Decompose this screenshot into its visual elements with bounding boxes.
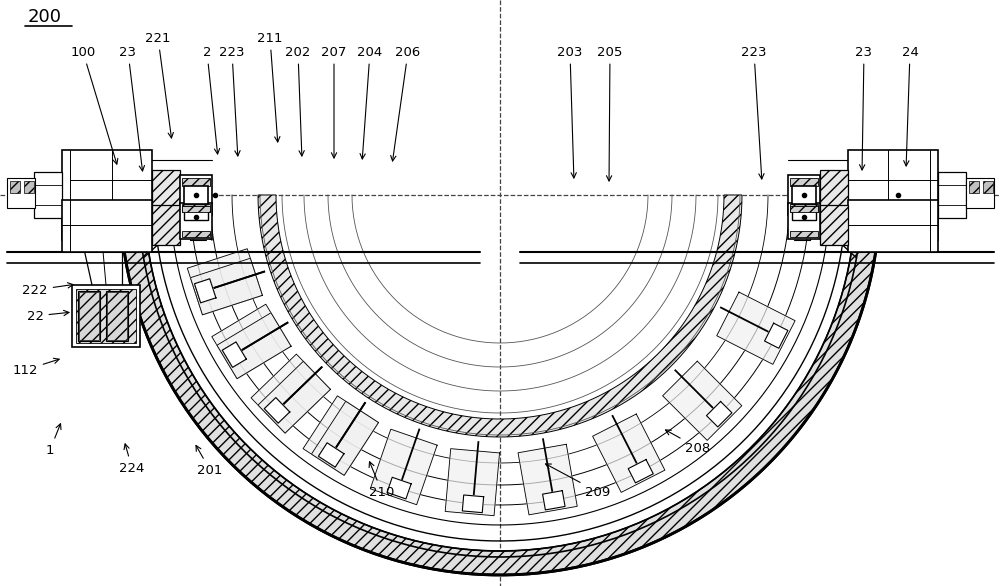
- Polygon shape: [251, 354, 330, 433]
- Polygon shape: [303, 396, 378, 475]
- Text: 100: 100: [70, 46, 118, 164]
- Bar: [184, 186, 208, 204]
- Polygon shape: [706, 401, 732, 427]
- Bar: [790, 178, 818, 186]
- Bar: [78, 291, 100, 341]
- Bar: [180, 203, 212, 239]
- Text: 208: 208: [666, 430, 711, 455]
- Polygon shape: [187, 248, 262, 315]
- Bar: [182, 178, 210, 186]
- Bar: [76, 289, 136, 343]
- Text: 22: 22: [26, 309, 69, 322]
- Polygon shape: [258, 362, 330, 433]
- Polygon shape: [194, 279, 216, 303]
- Bar: [792, 186, 816, 204]
- Text: 205: 205: [597, 46, 623, 181]
- Text: 1: 1: [46, 424, 61, 456]
- Bar: [180, 175, 212, 215]
- Text: 224: 224: [119, 444, 145, 475]
- Bar: [62, 200, 152, 252]
- Text: 221: 221: [145, 32, 173, 138]
- Bar: [790, 231, 818, 237]
- Text: 211: 211: [257, 32, 283, 142]
- Bar: [792, 206, 816, 220]
- Polygon shape: [190, 258, 262, 315]
- Bar: [848, 200, 938, 252]
- Polygon shape: [222, 342, 246, 367]
- Polygon shape: [462, 495, 484, 513]
- Text: 204: 204: [357, 46, 383, 159]
- Text: 112: 112: [12, 358, 59, 376]
- Text: 223: 223: [219, 46, 245, 156]
- Bar: [24, 181, 34, 193]
- Bar: [79, 292, 99, 340]
- Bar: [184, 206, 208, 220]
- Text: 222: 222: [22, 282, 73, 297]
- Polygon shape: [318, 443, 344, 467]
- Bar: [72, 285, 140, 347]
- Polygon shape: [543, 490, 565, 510]
- Bar: [788, 203, 820, 239]
- Bar: [790, 206, 818, 212]
- Polygon shape: [212, 304, 291, 379]
- Polygon shape: [445, 449, 500, 516]
- Polygon shape: [518, 444, 577, 515]
- Text: 223: 223: [741, 46, 767, 179]
- Text: 2: 2: [203, 46, 220, 154]
- Polygon shape: [264, 397, 290, 423]
- Polygon shape: [593, 414, 665, 492]
- Text: 202: 202: [285, 46, 311, 156]
- Bar: [182, 204, 210, 212]
- Polygon shape: [311, 401, 378, 475]
- Text: 201: 201: [196, 445, 223, 476]
- Polygon shape: [717, 292, 795, 364]
- Polygon shape: [217, 313, 291, 379]
- Text: 210: 210: [369, 462, 395, 499]
- Text: 207: 207: [321, 46, 347, 158]
- Text: 23: 23: [120, 46, 144, 171]
- Bar: [107, 292, 127, 340]
- Bar: [788, 175, 820, 215]
- Bar: [10, 181, 20, 193]
- Bar: [182, 206, 210, 212]
- Text: 203: 203: [557, 46, 583, 178]
- Bar: [106, 291, 128, 341]
- Text: 24: 24: [902, 46, 918, 166]
- Polygon shape: [264, 397, 290, 423]
- Bar: [820, 170, 848, 220]
- Bar: [152, 170, 180, 220]
- Text: 209: 209: [546, 464, 611, 499]
- Polygon shape: [387, 477, 411, 499]
- Bar: [969, 181, 979, 193]
- Polygon shape: [663, 361, 742, 440]
- Text: 200: 200: [28, 8, 62, 26]
- Text: 23: 23: [856, 46, 872, 170]
- Polygon shape: [370, 429, 437, 505]
- Bar: [7, 178, 35, 208]
- Polygon shape: [628, 459, 653, 483]
- Bar: [790, 204, 818, 212]
- Bar: [938, 172, 966, 218]
- Polygon shape: [258, 195, 742, 437]
- Bar: [152, 205, 180, 245]
- Polygon shape: [318, 443, 344, 467]
- Polygon shape: [120, 195, 880, 575]
- Polygon shape: [222, 342, 246, 367]
- Bar: [62, 150, 152, 240]
- Bar: [34, 172, 62, 218]
- Polygon shape: [194, 279, 216, 303]
- Bar: [966, 178, 994, 208]
- Text: 206: 206: [391, 46, 421, 161]
- Bar: [820, 205, 848, 245]
- Bar: [983, 181, 993, 193]
- Bar: [182, 231, 210, 237]
- Polygon shape: [765, 323, 788, 348]
- Bar: [848, 150, 938, 240]
